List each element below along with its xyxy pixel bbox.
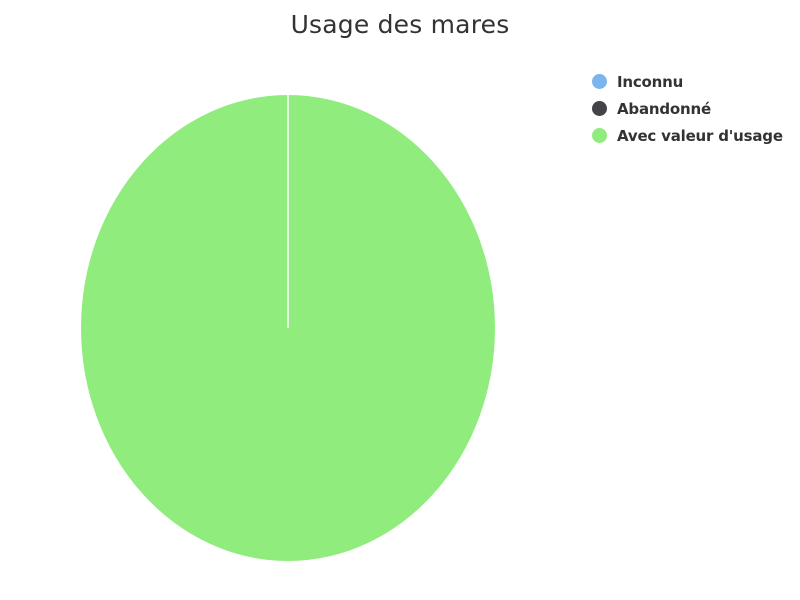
legend-item[interactable]: Inconnu [592, 68, 797, 95]
legend-label: Inconnu [617, 72, 684, 91]
legend-swatch-icon [592, 128, 607, 143]
pie-slices [81, 95, 495, 561]
chart-legend: Inconnu Abandonné Avec valeur d'usage [592, 68, 797, 149]
legend-label: Abandonné [617, 99, 711, 118]
legend-label: Avec valeur d'usage [617, 126, 783, 145]
legend-swatch-icon [592, 74, 607, 89]
legend-swatch-icon [592, 101, 607, 116]
legend-item[interactable]: Abandonné [592, 95, 797, 122]
legend-item[interactable]: Avec valeur d'usage [592, 122, 797, 149]
chart-title: Usage des mares [290, 10, 510, 39]
